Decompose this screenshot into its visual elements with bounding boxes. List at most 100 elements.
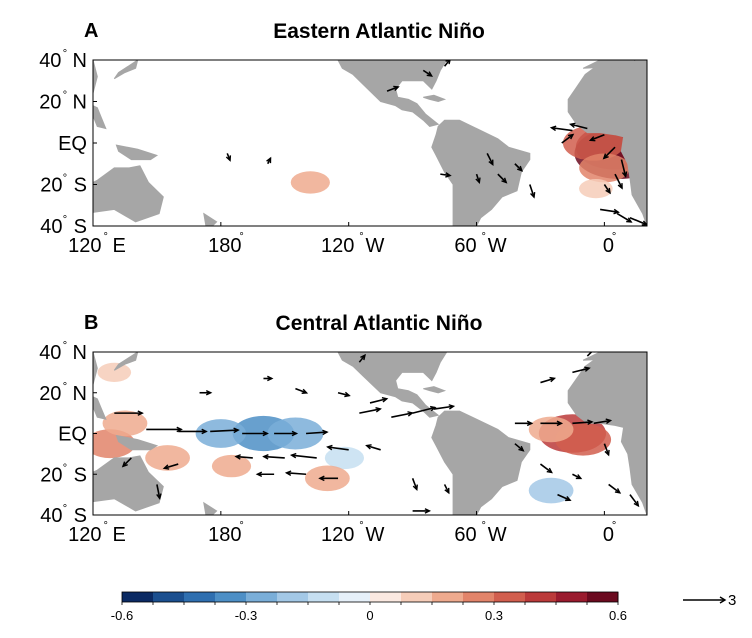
africa-landmass [567, 357, 647, 515]
wind-vector-head [318, 475, 325, 482]
wind-vector [614, 173, 623, 189]
wind-vector-head [587, 419, 594, 426]
wind-vector [412, 406, 436, 414]
wind-vector-head [567, 133, 575, 140]
colorbar-segment [463, 592, 495, 602]
wind-vector-head [234, 454, 241, 460]
wind-vector-head [546, 467, 553, 474]
europe-landmass [582, 352, 647, 361]
newguinea-landmass [115, 434, 159, 451]
wind-vector-head [588, 136, 596, 142]
map-content [93, 352, 647, 515]
wind-vector-head [518, 445, 525, 452]
anomaly-patch [195, 419, 247, 448]
wind-vector [156, 484, 161, 499]
wind-vector [603, 184, 611, 194]
wind-vector [164, 463, 179, 470]
wind-vector-head [445, 60, 451, 65]
wind-vector-head [530, 192, 536, 199]
colorbar-segment [370, 592, 402, 602]
wind-layer [114, 352, 640, 514]
wind-vector [540, 377, 555, 384]
lon-tick-label: 120 E [68, 524, 126, 546]
wind-vector-head [360, 353, 366, 361]
wind-vector [359, 408, 381, 414]
newzealand-landmass [203, 212, 218, 226]
wind-vector [608, 483, 621, 494]
wind-vector-head [156, 493, 162, 501]
wind-vector-head [225, 155, 232, 162]
degree-sign: ° [63, 214, 67, 226]
lat-tick-label: 40 S [40, 216, 87, 238]
newzealand-landmass [203, 501, 218, 515]
panel-letter: B [84, 312, 99, 334]
wind-vector-head [301, 388, 309, 395]
lon-tick-label: 120 W [321, 235, 384, 257]
lat-tick-label: 40 S [40, 505, 87, 527]
land-layer [93, 60, 647, 226]
anomaly-patch [97, 362, 132, 382]
wind-vector-head [526, 420, 534, 427]
map-content [93, 60, 647, 226]
degree-sign: ° [63, 48, 67, 60]
degree-sign: ° [482, 520, 486, 532]
madagascar-landmass [642, 457, 647, 485]
lat-tick-label: 20 S [40, 175, 87, 197]
anomaly-patch [211, 454, 252, 478]
wind-vector-head [205, 389, 213, 396]
degree-sign: ° [63, 503, 67, 515]
wind-vector-head [426, 71, 434, 77]
wind-vector [603, 443, 610, 456]
wind-vector [629, 216, 647, 226]
degree-sign: ° [359, 231, 363, 243]
colorbar-segment [432, 592, 464, 602]
panel-letter: A [84, 20, 99, 42]
namerica-landmass [337, 60, 448, 127]
wind-vector-head [407, 411, 414, 417]
wind-vector-head [605, 418, 613, 424]
wind-vector-head [291, 430, 299, 437]
wind-vector-head [448, 404, 456, 410]
colorbar-segment [277, 592, 309, 602]
wind-vector-head [475, 177, 481, 185]
wind-vector [291, 454, 317, 459]
wind-vector [440, 173, 451, 177]
degree-sign: ° [63, 173, 67, 185]
colorbar-segment [525, 592, 557, 602]
wind-vector-head [445, 172, 452, 178]
wind-vector [593, 419, 611, 425]
wind-vector [539, 463, 553, 474]
wind-vector [210, 429, 239, 433]
wind-vector-head [549, 376, 557, 383]
anomaly-patch [93, 429, 136, 459]
newguinea-landmass [115, 144, 159, 161]
wind-vector-head [621, 171, 628, 178]
philippines-landmass [93, 396, 107, 420]
panel-b: 40 N ° 20 N ° EQ 20 S ° 40 S ° 120 E ° 180 ° 120 W ° 60… [0, 290, 752, 550]
degree-sign: ° [239, 231, 243, 243]
degree-sign: ° [612, 520, 616, 532]
wind-vector [411, 478, 418, 490]
wind-vector-head [565, 495, 572, 502]
anomaly-patch [290, 171, 330, 194]
anomaly-patch [324, 446, 365, 470]
wind-vector [486, 153, 494, 165]
samerica-landmass [431, 410, 531, 515]
wind-vector-head [556, 420, 564, 427]
wind-vector [586, 352, 593, 357]
lon-tick-label: 60 W [454, 524, 506, 546]
africa-landmass [567, 65, 647, 226]
lon-tick-label: 0 [603, 235, 614, 257]
degree-sign: ° [239, 520, 243, 532]
lon-tick-label: 0 [603, 524, 614, 546]
cuba-landmass [423, 386, 447, 394]
wind-vector [561, 133, 574, 144]
wind-vector [327, 446, 349, 451]
wind-vector-head [602, 153, 609, 160]
wind-vector-head [262, 430, 269, 437]
wind-vector [391, 412, 413, 418]
wind-vector-head [381, 397, 389, 403]
wind-vector-head [633, 500, 640, 508]
